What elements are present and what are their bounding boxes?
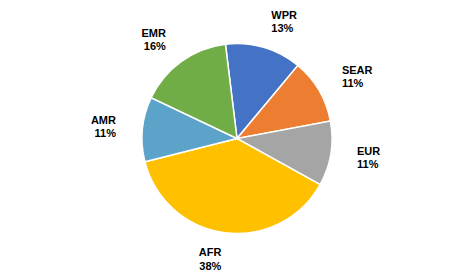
category-label: EUR (357, 145, 380, 157)
slices (142, 43, 332, 233)
slice-label: EUR11% (357, 145, 380, 170)
pie-slice (151, 44, 237, 138)
category-label: AFR (199, 246, 222, 258)
value-label: 11% (357, 158, 379, 170)
category-label: WPR (271, 9, 297, 21)
slice-labels: WPR13%SEAR11%EUR11%AFR38%AMR11%EMR16% (91, 9, 380, 271)
value-label: 38% (199, 260, 221, 272)
slice-label: AFR 38% (199, 246, 222, 271)
slice-label: EMR16% (141, 27, 166, 52)
value-label: 11% (95, 127, 117, 139)
slice-label: AMR11% (91, 114, 116, 139)
value-label: 13% (271, 22, 293, 34)
category-label: SEAR (342, 64, 373, 76)
pie: WPR13%SEAR11%EUR11%AFR38%AMR11%EMR16% (91, 9, 380, 271)
value-label: 16% (144, 40, 166, 52)
slice-label: SEAR11% (342, 64, 373, 89)
slice-label: WPR13% (271, 9, 297, 34)
category-label: EMR (141, 27, 166, 39)
value-label: 11% (342, 77, 364, 89)
category-label: AMR (91, 114, 116, 126)
chart: WPR13%SEAR11%EUR11%AFR38%AMR11%EMR16% (0, 0, 474, 277)
